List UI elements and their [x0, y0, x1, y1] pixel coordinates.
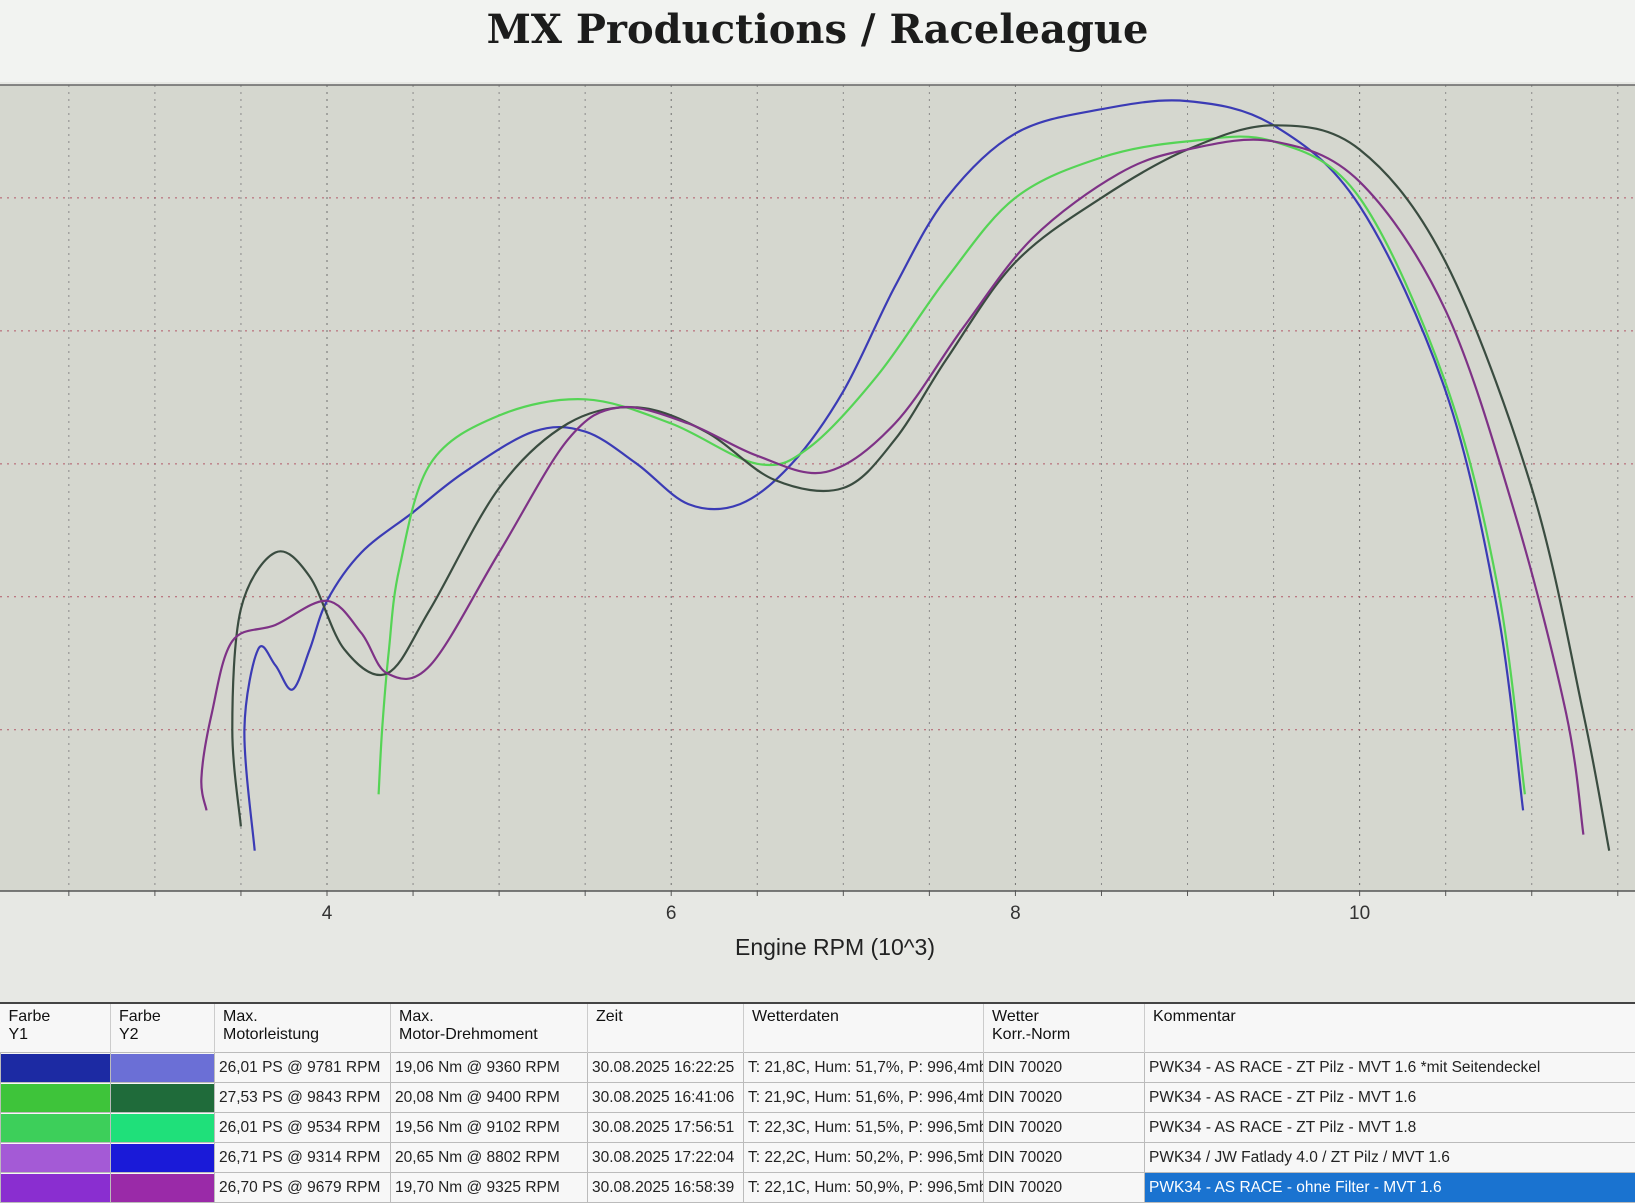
chart: 4 6 8 10 Engine RPM (10^3) — [0, 0, 1635, 1002]
max-power-cell: 26,70 PS @ 9679 RPM — [215, 1173, 391, 1203]
norm-cell: DIN 70020 — [984, 1113, 1145, 1143]
color-swatch-y2[interactable] — [111, 1173, 215, 1203]
max-torque-cell: 19,06 Nm @ 9360 RPM — [391, 1053, 588, 1083]
time-cell: 30.08.2025 17:22:04 — [588, 1143, 744, 1173]
color-swatch-y2[interactable] — [111, 1053, 215, 1083]
weather-cell: T: 22,2C, Hum: 50,2%, P: 996,5mbar — [744, 1143, 984, 1173]
comment-cell: PWK34 - AS RACE - ZT Pilz - MVT 1.6 *mit… — [1145, 1053, 1635, 1083]
col-farbe-y2[interactable]: Farbe Y2 — [111, 1004, 215, 1053]
comment-cell: PWK34 - AS RACE - ZT Pilz - MVT 1.6 — [1145, 1083, 1635, 1113]
col-zeit[interactable]: Zeit — [588, 1004, 744, 1053]
comment-cell: PWK34 - AS RACE - ZT Pilz - MVT 1.8 — [1145, 1113, 1635, 1143]
max-torque-cell: 20,65 Nm @ 8802 RPM — [391, 1143, 588, 1173]
comment-cell: PWK34 - AS RACE - ohne Filter - MVT 1.6 — [1145, 1173, 1635, 1203]
color-swatch-y1[interactable] — [1, 1053, 111, 1083]
col-max-motorleistung[interactable]: Max. Motorleistung — [215, 1004, 391, 1053]
norm-cell: DIN 70020 — [984, 1083, 1145, 1113]
plot-background — [0, 85, 1635, 891]
x-ticks: 4 6 8 10 — [69, 891, 1618, 924]
norm-cell: DIN 70020 — [984, 1053, 1145, 1083]
norm-cell: DIN 70020 — [984, 1143, 1145, 1173]
time-cell: 30.08.2025 16:58:39 — [588, 1173, 744, 1203]
col-farbe-y1[interactable]: Farbe Y1 — [1, 1004, 111, 1053]
col-wetter-norm[interactable]: Wetter Korr.-Norm — [984, 1004, 1145, 1053]
max-power-cell: 27,53 PS @ 9843 RPM — [215, 1083, 391, 1113]
norm-cell: DIN 70020 — [984, 1173, 1145, 1203]
x-tick-label: 4 — [322, 903, 333, 924]
max-torque-cell: 19,70 Nm @ 9325 RPM — [391, 1173, 588, 1203]
col-wetterdaten[interactable]: Wetterdaten — [744, 1004, 984, 1053]
x-tick-label: 10 — [1349, 903, 1370, 924]
col-max-drehmoment[interactable]: Max. Motor-Drehmoment — [391, 1004, 588, 1053]
color-swatch-y2[interactable] — [111, 1143, 215, 1173]
time-cell: 30.08.2025 16:41:06 — [588, 1083, 744, 1113]
weather-cell: T: 22,1C, Hum: 50,9%, P: 996,5mbar — [744, 1173, 984, 1203]
time-cell: 30.08.2025 16:22:25 — [588, 1053, 744, 1083]
col-kommentar[interactable]: Kommentar — [1145, 1004, 1635, 1053]
max-power-cell: 26,01 PS @ 9534 RPM — [215, 1113, 391, 1143]
weather-cell: T: 22,3C, Hum: 51,5%, P: 996,5mbar — [744, 1113, 984, 1143]
comment-cell: PWK34 / JW Fatlady 4.0 / ZT Pilz / MVT 1… — [1145, 1143, 1635, 1173]
color-swatch-y1[interactable] — [1, 1083, 111, 1113]
color-swatch-y1[interactable] — [1, 1113, 111, 1143]
weather-cell: T: 21,9C, Hum: 51,6%, P: 996,4mbar — [744, 1083, 984, 1113]
color-swatch-y2[interactable] — [111, 1113, 215, 1143]
max-power-cell: 26,71 PS @ 9314 RPM — [215, 1143, 391, 1173]
x-axis-label: Engine RPM (10^3) — [735, 934, 935, 960]
x-tick-label: 6 — [666, 903, 677, 924]
run-table: Farbe Y1 Farbe Y2 Max. Motorleistung Max… — [0, 1002, 1635, 1202]
color-swatch-y2[interactable] — [111, 1083, 215, 1113]
max-power-cell: 26,01 PS @ 9781 RPM — [215, 1053, 391, 1083]
time-cell: 30.08.2025 17:56:51 — [588, 1113, 744, 1143]
color-swatch-y1[interactable] — [1, 1143, 111, 1173]
max-torque-cell: 20,08 Nm @ 9400 RPM — [391, 1083, 588, 1113]
x-tick-label: 8 — [1010, 903, 1021, 924]
table-header: Farbe Y1 Farbe Y2 Max. Motorleistung Max… — [1, 1004, 1635, 1053]
max-torque-cell: 19,56 Nm @ 9102 RPM — [391, 1113, 588, 1143]
weather-cell: T: 21,8C, Hum: 51,7%, P: 996,4mbar — [744, 1053, 984, 1083]
color-swatch-y1[interactable] — [1, 1173, 111, 1203]
